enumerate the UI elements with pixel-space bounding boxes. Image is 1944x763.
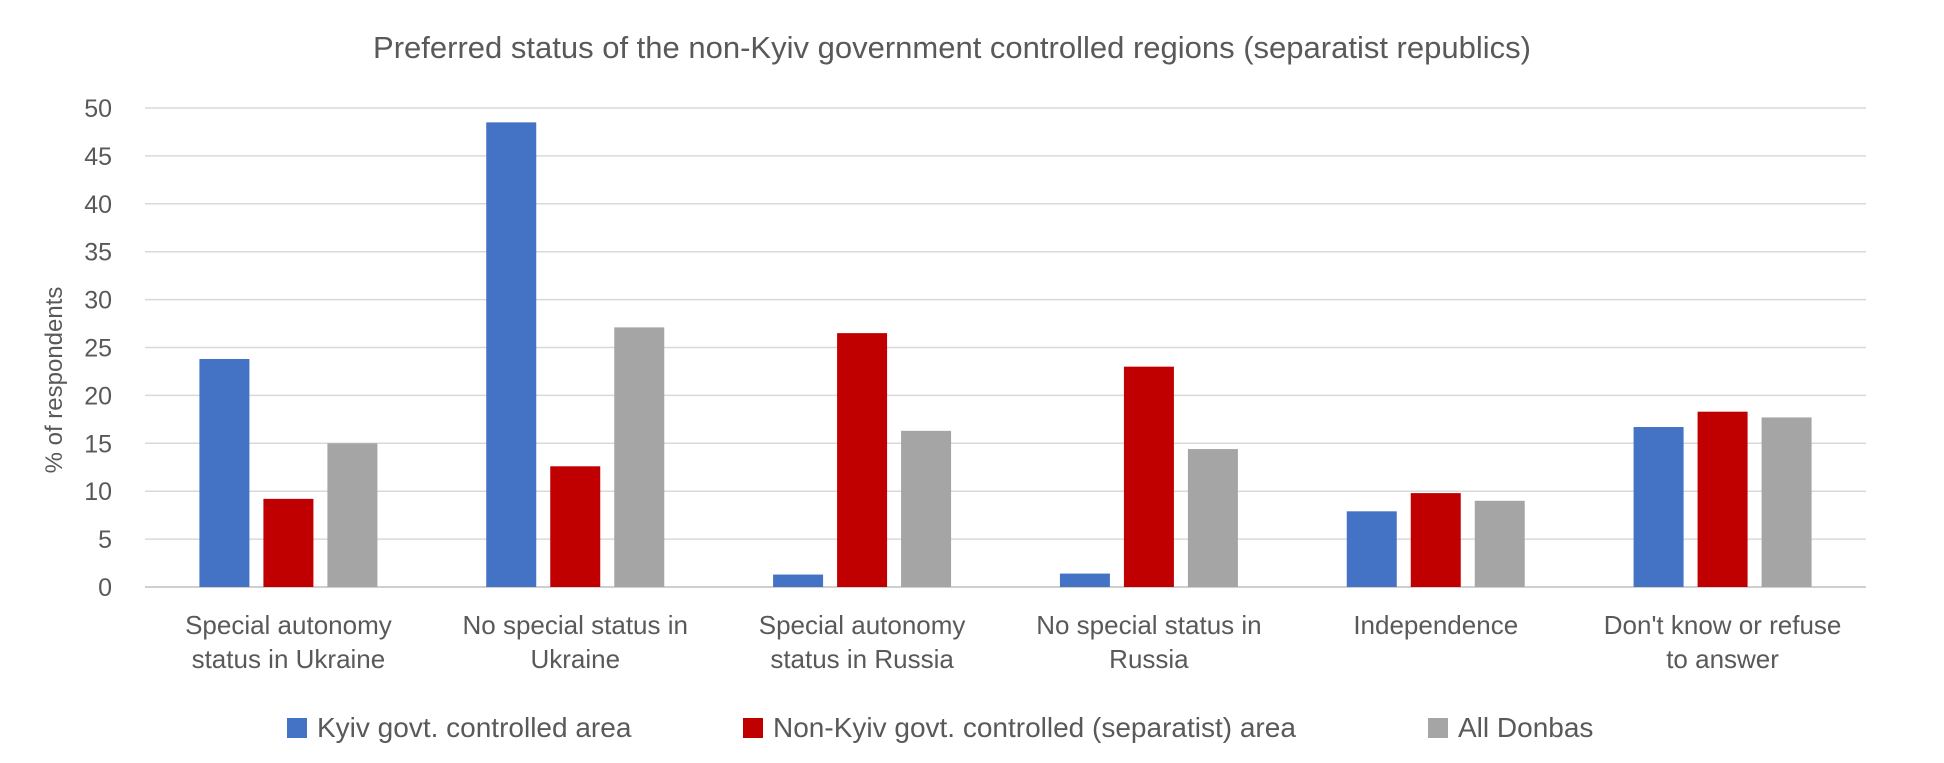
gridlines bbox=[145, 107, 1866, 588]
legend-label: All Donbas bbox=[1458, 712, 1593, 743]
bar bbox=[1410, 493, 1461, 587]
legend: Kyiv govt. controlled area Non-Kyiv govt.… bbox=[287, 712, 1593, 743]
bars bbox=[199, 122, 1812, 588]
y-tick-label: 20 bbox=[84, 382, 112, 410]
bar bbox=[773, 574, 824, 587]
legend-swatch bbox=[287, 718, 307, 738]
category-label: Special autonomy status in Russia bbox=[759, 610, 966, 674]
legend-label: Non-Kyiv govt. controlled (separatist) a… bbox=[773, 712, 1296, 743]
y-tick-label: 0 bbox=[98, 574, 112, 602]
bar bbox=[1123, 366, 1174, 587]
bar bbox=[550, 466, 601, 587]
category-label: No special status in Russia bbox=[1036, 610, 1261, 674]
category-label: No special status in Ukraine bbox=[463, 610, 688, 674]
bar bbox=[1633, 427, 1684, 587]
y-tick-label: 50 bbox=[84, 95, 112, 123]
bar bbox=[1761, 417, 1812, 587]
legend-swatch bbox=[743, 718, 763, 738]
chart-title: Preferred status of the non-Kyiv governm… bbox=[373, 30, 1531, 65]
legend-swatch bbox=[1428, 718, 1448, 738]
category-label: Independence bbox=[1353, 610, 1518, 640]
y-tick-label: 10 bbox=[84, 478, 112, 506]
y-tick-label: 15 bbox=[84, 430, 112, 458]
bar bbox=[901, 430, 952, 587]
y-axis-label: % of respondents bbox=[41, 287, 68, 474]
category-label: Special autonomy status in Ukraine bbox=[185, 610, 392, 674]
bar bbox=[1474, 500, 1525, 587]
bar bbox=[1346, 511, 1397, 587]
bar bbox=[837, 333, 888, 587]
bar bbox=[1187, 449, 1238, 587]
y-tick-label: 30 bbox=[84, 287, 112, 315]
y-tick-labels: 0 5 10 15 20 25 30 35 40 45 50 bbox=[84, 95, 112, 602]
y-tick-label: 45 bbox=[84, 143, 112, 171]
bar bbox=[486, 122, 537, 588]
bar bbox=[1697, 411, 1748, 587]
bar bbox=[199, 358, 250, 587]
y-tick-label: 40 bbox=[84, 191, 112, 219]
legend-label: Kyiv govt. controlled area bbox=[317, 712, 632, 743]
bar bbox=[1059, 573, 1110, 587]
y-tick-label: 25 bbox=[84, 335, 112, 363]
y-tick-label: 35 bbox=[84, 239, 112, 267]
bar bbox=[327, 443, 378, 587]
category-label: Don't know or refuse to answer bbox=[1604, 610, 1842, 674]
bar bbox=[614, 327, 665, 587]
y-tick-label: 5 bbox=[98, 526, 112, 554]
bar bbox=[263, 498, 314, 587]
category-labels: Special autonomy status in Ukraine No spec… bbox=[185, 610, 1841, 674]
